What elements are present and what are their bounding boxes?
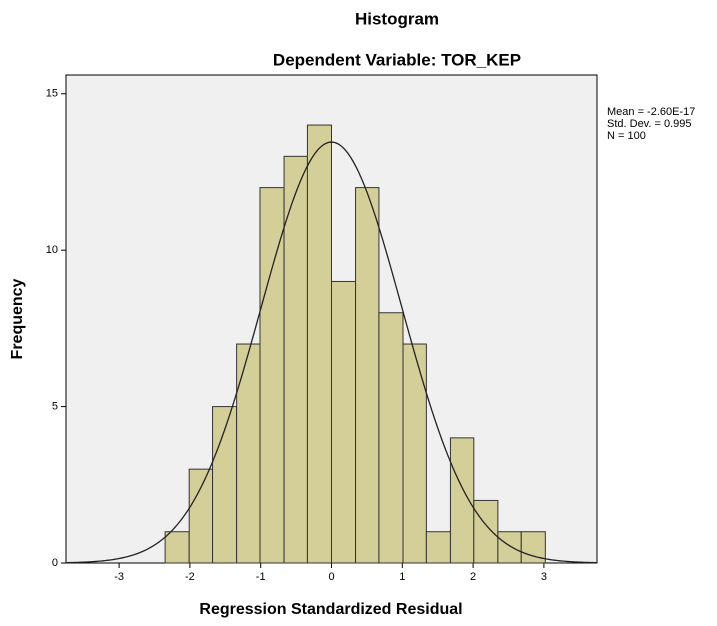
bar [306, 124, 333, 564]
y-axis-label: Frequency [9, 278, 26, 359]
y-tick-label: 0 [52, 557, 58, 569]
bar [378, 312, 404, 564]
bar [236, 343, 261, 564]
stat-mean: Mean = -2.60E-17 [607, 106, 695, 118]
y-tick-label: 15 [46, 88, 58, 100]
x-tick-label: -1 [256, 571, 266, 583]
normal-curve [65, 141, 598, 564]
bar [497, 531, 522, 564]
x-axis-label: Regression Standardized Residual [199, 601, 462, 618]
bar [188, 468, 214, 564]
x-tick-label: -3 [114, 571, 124, 583]
bar [402, 343, 427, 564]
bar [331, 280, 357, 564]
stat-n: N = 100 [607, 130, 646, 142]
bar [425, 531, 451, 564]
x-tick-label: 1 [399, 571, 405, 583]
bar [164, 531, 190, 564]
x-tick-label: -2 [185, 571, 195, 583]
chart-subtitle: Dependent Variable: TOR_KEP [273, 50, 521, 69]
bar [473, 499, 499, 564]
y-tick-label: 10 [46, 244, 58, 256]
bar [355, 187, 380, 564]
y-tick-label: 5 [52, 400, 58, 412]
chart-title: Histogram [355, 9, 439, 28]
bar [449, 437, 475, 564]
bar [212, 406, 238, 564]
x-tick-label: 0 [328, 571, 334, 583]
stat-sd: Std. Dev. = 0.995 [607, 118, 692, 130]
x-tick-label: 3 [541, 571, 547, 583]
bar [259, 187, 285, 564]
x-tick-label: 2 [470, 571, 476, 583]
